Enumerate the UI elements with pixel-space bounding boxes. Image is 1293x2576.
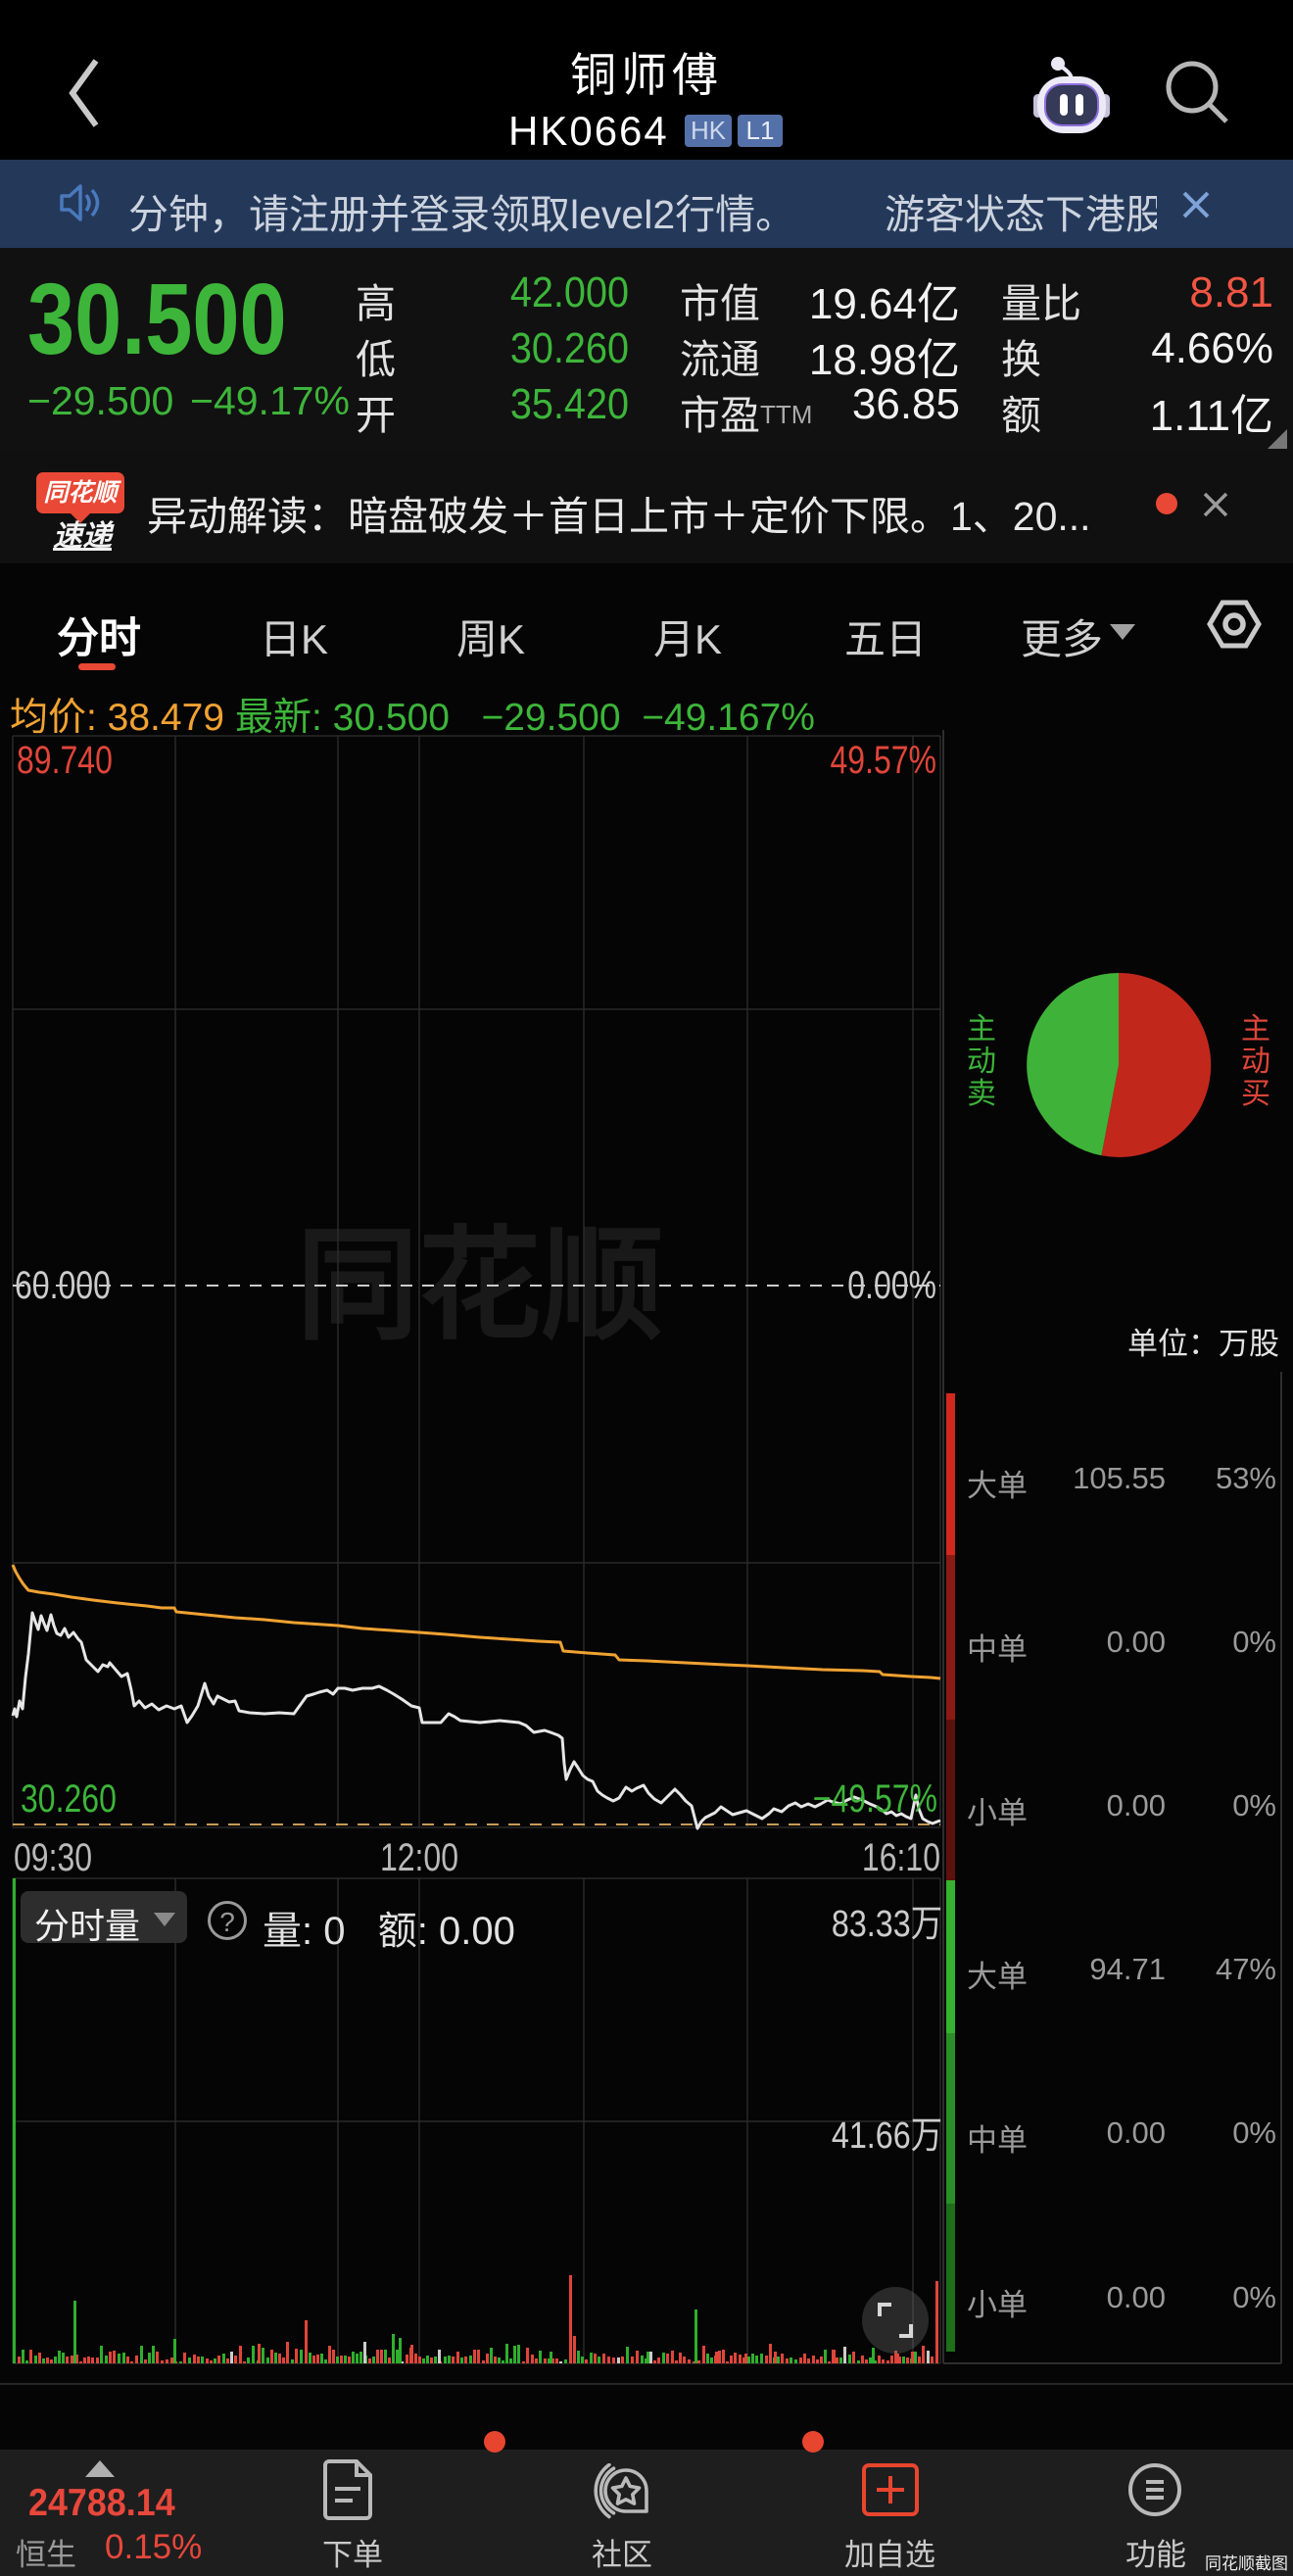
svg-text:同花顺: 同花顺 (297, 1218, 664, 1354)
